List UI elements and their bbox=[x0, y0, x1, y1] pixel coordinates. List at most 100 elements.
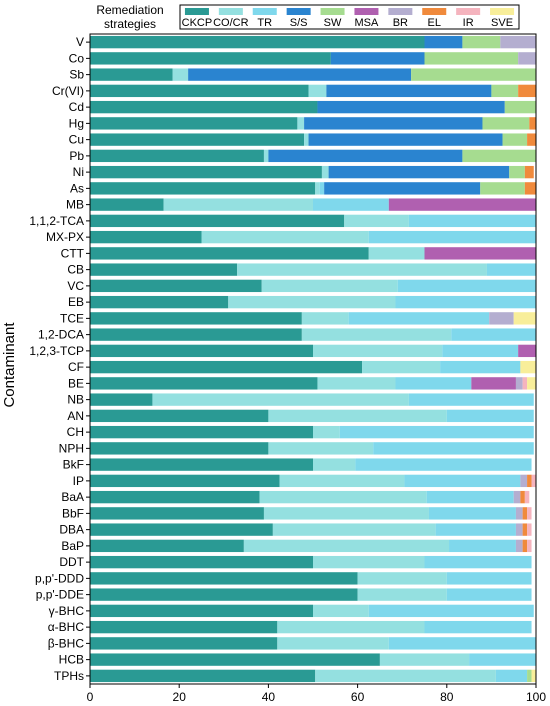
bar-segment-tr bbox=[373, 442, 534, 455]
y-tick-label: EB bbox=[68, 295, 84, 309]
bar-segment-el bbox=[524, 182, 536, 195]
bar-segment-co-cr bbox=[313, 458, 356, 471]
bar-segment-s-s bbox=[424, 35, 463, 49]
legend-label: CO/CR bbox=[213, 17, 249, 29]
bar-segment-ckcp bbox=[90, 68, 173, 81]
bar-segment-co-cr bbox=[272, 523, 436, 536]
y-tick-label: Co bbox=[69, 51, 85, 65]
legend-label: SW bbox=[324, 17, 342, 29]
bar-segment-co-cr bbox=[357, 588, 447, 601]
bar-segment-ckcp bbox=[90, 312, 302, 325]
bar-segment-ckcp bbox=[90, 279, 262, 293]
y-tick-label: 1,1,2-TCA bbox=[29, 214, 84, 228]
y-tick-label: BE bbox=[68, 376, 84, 390]
bar-segment-co-cr bbox=[237, 263, 487, 276]
bar-segment-ckcp bbox=[90, 442, 269, 455]
bar-segment-co-cr bbox=[315, 182, 320, 195]
bar-segment-sve bbox=[520, 360, 536, 374]
bar-segment-co-cr bbox=[172, 68, 189, 81]
bar-segment-co-cr bbox=[313, 425, 340, 439]
bar-segment-tr bbox=[451, 328, 536, 341]
y-tick-label: Hg bbox=[69, 116, 84, 130]
bar-segment-co-cr bbox=[315, 669, 496, 683]
bar-segment-tr bbox=[426, 490, 514, 504]
bar-segment-s-s bbox=[308, 133, 503, 146]
legend-swatch bbox=[456, 8, 481, 15]
legend-title: Remediation strategies bbox=[96, 3, 163, 31]
bar-segment-co-cr bbox=[243, 539, 450, 553]
bar-segment-co-cr bbox=[317, 377, 396, 390]
legend-label: IR bbox=[463, 17, 474, 29]
y-tick-label: BaA bbox=[61, 490, 84, 504]
bar-segment-co-cr bbox=[379, 653, 470, 666]
bar-segment-sw bbox=[504, 100, 536, 114]
bar-segment-el bbox=[524, 165, 534, 179]
y-tick-label: 1,2,3-TCP bbox=[29, 344, 84, 358]
bar-segment-ir bbox=[527, 539, 532, 553]
bar-segment-br bbox=[518, 52, 536, 65]
legend-swatch bbox=[354, 8, 379, 15]
bar-segment-tr bbox=[348, 312, 490, 325]
bar-segment-tr bbox=[435, 523, 516, 536]
bar-segment-br bbox=[515, 377, 523, 390]
bar-segment-tr bbox=[446, 572, 532, 585]
bar-segment-tr bbox=[397, 279, 536, 293]
x-tick-label: 100 bbox=[526, 690, 546, 704]
y-tick-label: As bbox=[70, 181, 84, 195]
bar-segment-tr bbox=[368, 230, 536, 244]
bar-segment-co-cr bbox=[277, 620, 425, 634]
bar-segment-co-cr bbox=[301, 328, 452, 341]
plot-frame bbox=[89, 33, 537, 685]
bar-segment-ckcp bbox=[90, 637, 278, 650]
bar-segment-el bbox=[520, 490, 525, 504]
bar-segment-sw bbox=[509, 165, 525, 179]
bar-segment-ckcp bbox=[90, 507, 264, 520]
bar-segment-ir bbox=[527, 523, 532, 536]
legend-label: MSA bbox=[355, 17, 380, 29]
y-tick-label: BaP bbox=[61, 539, 84, 553]
bar-segment-tr bbox=[395, 377, 472, 390]
y-tick-label: AN bbox=[67, 409, 84, 423]
bars bbox=[90, 35, 536, 683]
bar-segment-co-cr bbox=[313, 555, 425, 569]
bar-segment-el bbox=[527, 474, 532, 488]
bar-segment-sve bbox=[527, 377, 536, 390]
legend-swatch bbox=[218, 8, 243, 15]
bar-segment-ckcp bbox=[90, 328, 302, 341]
bar-segment-ckcp bbox=[90, 117, 298, 130]
bar-segment-tr bbox=[424, 555, 532, 569]
bar-segment-co-cr bbox=[261, 279, 398, 293]
bar-segment-ckcp bbox=[90, 35, 425, 49]
bar-segment-ckcp bbox=[90, 295, 229, 309]
bar-segment-co-cr bbox=[304, 133, 309, 146]
y-tick-label: V bbox=[76, 35, 84, 49]
bar-segment-ckcp bbox=[90, 555, 313, 569]
bar-segment-ckcp bbox=[90, 263, 238, 276]
bar-segment-co-cr bbox=[308, 84, 327, 98]
bar-segment-ckcp bbox=[90, 182, 316, 195]
bar-segment-sw bbox=[462, 35, 501, 49]
bar-segment-br bbox=[489, 312, 514, 325]
y-tick-label: IP bbox=[73, 474, 84, 488]
bar-segment-tr bbox=[313, 198, 389, 211]
bar-segment-ckcp bbox=[90, 377, 318, 390]
bar-segment-ir bbox=[531, 474, 536, 488]
bar-segment-tr bbox=[446, 588, 532, 601]
bar-segment-el bbox=[529, 117, 536, 130]
bar-segment-sw bbox=[491, 84, 519, 98]
y-tick-label: TPHs bbox=[54, 669, 84, 683]
bar-segment-co-cr bbox=[362, 360, 441, 374]
legend-swatch bbox=[422, 8, 447, 15]
bar-segment-ckcp bbox=[90, 52, 331, 65]
y-tick-label: BkF bbox=[63, 458, 84, 472]
bar-segment-sw bbox=[462, 149, 536, 163]
y-tick-label: Sb bbox=[69, 68, 84, 82]
legend-label: EL bbox=[428, 17, 441, 29]
bar-segment-co-cr bbox=[263, 149, 269, 163]
bar-segment-ckcp bbox=[90, 230, 202, 244]
bar-segment-ckcp bbox=[90, 425, 313, 439]
bar-segment-ckcp bbox=[90, 409, 269, 423]
bar-segment-co-cr bbox=[152, 393, 409, 406]
y-tick-label: 1,2-DCA bbox=[38, 328, 84, 342]
